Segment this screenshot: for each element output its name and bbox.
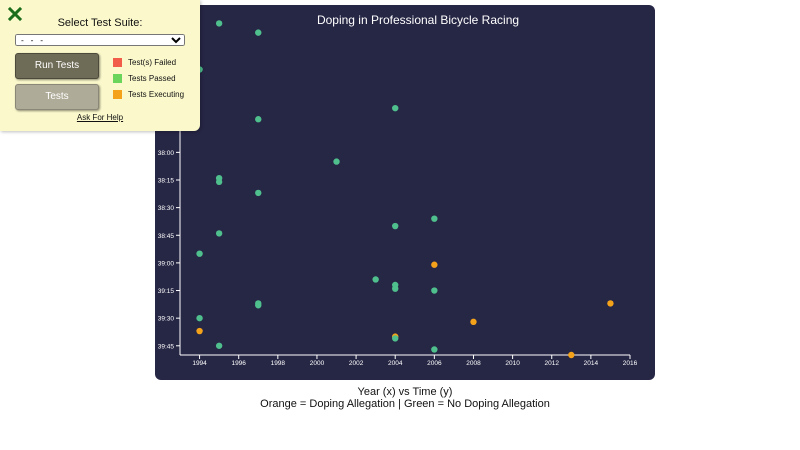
data-point-clean — [333, 158, 340, 165]
data-point-clean — [392, 104, 399, 112]
y-tick-label: 39:30 — [158, 316, 175, 323]
data-point-clean — [196, 314, 203, 322]
data-point-clean — [431, 287, 438, 294]
data-point-clean — [392, 285, 399, 292]
legend-label-failed: Test(s) Failed — [128, 58, 177, 67]
x-tick-label: 2004 — [388, 360, 403, 367]
tests-button[interactable]: Tests — [15, 84, 99, 110]
chart-caption-axes: Year (x) vs Time (y) — [357, 386, 453, 398]
run-tests-button[interactable]: Run Tests — [15, 53, 99, 79]
y-tick-label: 38:00 — [158, 150, 175, 157]
chart-title: Doping in Professional Bicycle Racing — [317, 13, 519, 27]
legend-swatch-failed — [113, 58, 122, 67]
data-point-clean — [392, 335, 399, 342]
data-point-clean — [196, 250, 203, 257]
data-points — [196, 20, 614, 359]
y-tick-label: 39:00 — [158, 260, 175, 267]
data-point-clean — [255, 189, 262, 197]
data-point-clean — [215, 20, 223, 27]
x-tick-label: 2014 — [584, 360, 599, 367]
test-suite-panel: Select Test Suite: - - - Run Tests Tests… — [0, 0, 200, 131]
y-axis-ticks: 38:00 38:15 38:30 38:45 39:00 39:15 39:30 39:45 — [158, 150, 180, 350]
data-point-doping — [568, 351, 575, 359]
data-point-doping — [196, 327, 203, 335]
ask-for-help-link[interactable]: Ask For Help — [76, 113, 124, 122]
legend-label-executing: Tests Executing — [128, 90, 185, 99]
legend-swatch-passed — [113, 74, 122, 83]
data-point-clean — [431, 346, 438, 353]
x-tick-label: 2006 — [427, 360, 442, 367]
data-point-clean — [215, 230, 223, 237]
x-tick-label: 2000 — [310, 360, 325, 367]
y-tick-label: 38:15 — [158, 178, 175, 185]
chart-panel: Doping in Professional Bicycle Racing 38… — [155, 5, 655, 380]
x-tick-label: 2012 — [545, 360, 560, 367]
data-point-doping — [607, 300, 614, 307]
data-point-doping — [470, 318, 477, 326]
y-tick-label: 39:45 — [158, 343, 175, 350]
x-tick-label: 2002 — [349, 360, 364, 367]
test-suite-select[interactable]: - - - — [15, 34, 185, 46]
legend-swatch-executing — [113, 90, 122, 99]
close-icon[interactable] — [7, 6, 23, 22]
x-tick-label: 1994 — [192, 360, 207, 367]
data-point-clean — [431, 215, 438, 222]
x-tick-label: 1998 — [271, 360, 286, 367]
x-tick-label: 2016 — [623, 360, 638, 367]
x-tick-label: 2008 — [466, 360, 481, 367]
y-tick-label: 38:45 — [158, 233, 175, 240]
y-tick-label: 38:30 — [158, 205, 175, 212]
data-point-clean — [392, 222, 399, 230]
x-axis-ticks: 1994 1996 1998 2000 2002 2004 2006 2008 2010 2012… — [192, 355, 638, 367]
data-point-clean — [255, 302, 262, 309]
y-tick-label: 39:15 — [158, 288, 175, 295]
data-point-clean — [255, 116, 262, 123]
legend-label-passed: Tests Passed — [128, 74, 176, 83]
data-point-clean — [255, 29, 262, 36]
x-tick-label: 2010 — [505, 360, 520, 367]
data-point-doping — [431, 261, 438, 268]
select-test-suite-label: Select Test Suite: — [57, 17, 143, 29]
scatter-chart: Doping in Professional Bicycle Racing 38… — [158, 5, 638, 367]
data-point-clean — [215, 342, 223, 349]
data-point-clean — [372, 276, 379, 283]
chart-caption-legend: Orange = Doping Allegation | Green = No … — [260, 398, 550, 410]
x-tick-label: 1996 — [231, 360, 246, 367]
data-point-clean — [215, 178, 223, 186]
